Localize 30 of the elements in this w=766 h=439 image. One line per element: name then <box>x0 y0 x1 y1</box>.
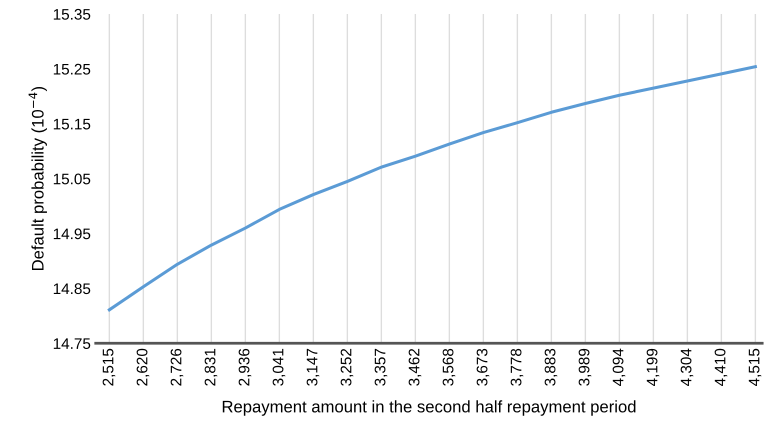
x-tick-label: 4,304 <box>680 348 694 386</box>
y-tick-label: 14.85 <box>54 283 90 294</box>
x-tick-label: 4,410 <box>714 348 728 386</box>
x-tick-label: 2,831 <box>204 348 218 386</box>
line-series <box>108 65 757 312</box>
x-tick-label: 4,515 <box>748 348 762 386</box>
x-tick-label: 2,620 <box>136 348 150 386</box>
x-tick-label: 4,094 <box>612 348 626 386</box>
y-tick-label: 14.75 <box>54 338 90 349</box>
x-tick-label: 3,673 <box>476 348 490 386</box>
x-tick-label: 3,252 <box>340 348 354 386</box>
x-tick-label: 2,726 <box>170 348 184 386</box>
x-axis-title: Repayment amount in the second half repayment period <box>222 400 636 416</box>
x-tick-label: 3,357 <box>374 348 388 386</box>
x-tick-label: 3,147 <box>306 348 320 386</box>
x-tick-label: 4,199 <box>646 348 660 386</box>
y-tick-label: 15.35 <box>54 8 90 20</box>
y-axis-title: Default probability (10$^{−4}$) <box>28 86 47 270</box>
x-tick-label: 3,778 <box>510 348 524 386</box>
x-tick-label: 2,936 <box>238 348 252 386</box>
y-tick-label: 14.95 <box>54 228 90 240</box>
x-tick-label: 2,515 <box>102 348 116 386</box>
y-tick-label: 15.15 <box>54 118 90 130</box>
y-tick-label: 15.25 <box>54 64 90 75</box>
x-tick-label: 3,883 <box>544 348 558 386</box>
x-tick-label: 3,041 <box>272 348 286 386</box>
x-tick-label: 3,989 <box>578 348 592 386</box>
x-tick-label: 3,462 <box>408 348 422 386</box>
y-tick-label: 15.05 <box>54 174 90 184</box>
x-tick-label: 3,568 <box>442 348 456 386</box>
